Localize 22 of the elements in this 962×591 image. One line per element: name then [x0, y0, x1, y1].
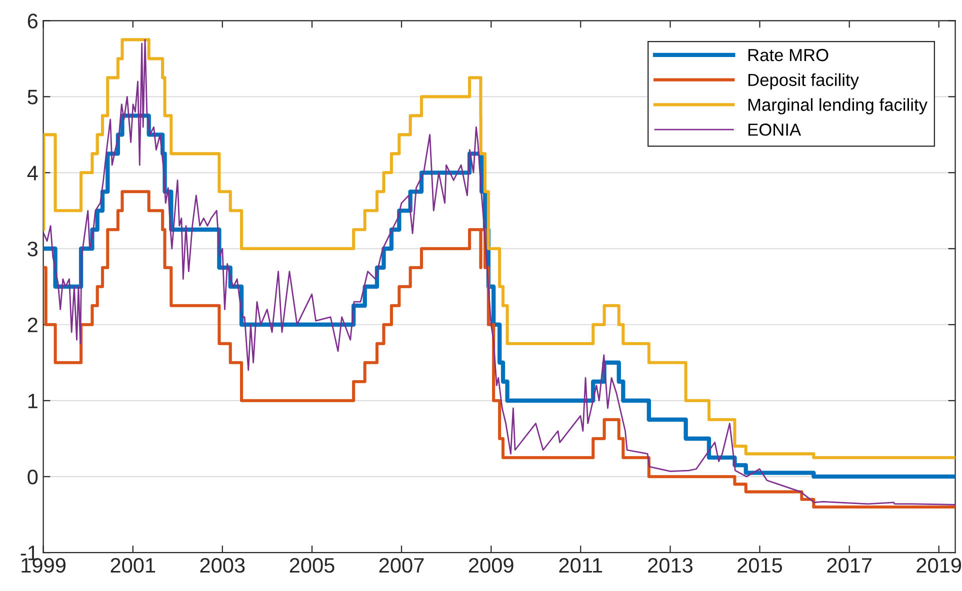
x-tick-label: 2007 — [379, 558, 424, 573]
x-tick-label: 1999 — [22, 558, 66, 573]
legend-label: EONIA — [748, 124, 802, 136]
x-tick-label: 2015 — [738, 558, 782, 573]
x-tick-label: 2017 — [827, 558, 872, 573]
y-tick-label: 1 — [28, 394, 38, 408]
legend-label: Rate MRO — [748, 48, 828, 62]
y-tick-label: 3 — [28, 242, 38, 256]
y-tick-label: 6 — [28, 14, 38, 28]
x-tick-label: 2019 — [916, 558, 962, 573]
y-tick-label: 4 — [27, 166, 38, 180]
x-tick-label: 2005 — [290, 558, 334, 573]
x-tick-label: 2011 — [559, 558, 602, 573]
x-tick-label: 2013 — [648, 558, 692, 573]
y-tick-label: 2 — [28, 318, 38, 332]
y-tick-label: 5 — [28, 90, 38, 104]
x-tick-label: 2009 — [469, 558, 514, 573]
y-tick-label: 0 — [28, 470, 38, 484]
x-tick-label: 2003 — [200, 558, 245, 573]
x-tick-label: 2001 — [110, 558, 156, 573]
legend-label: Deposit facility — [748, 73, 859, 90]
legend-label: Marginal lending facility — [748, 98, 928, 114]
